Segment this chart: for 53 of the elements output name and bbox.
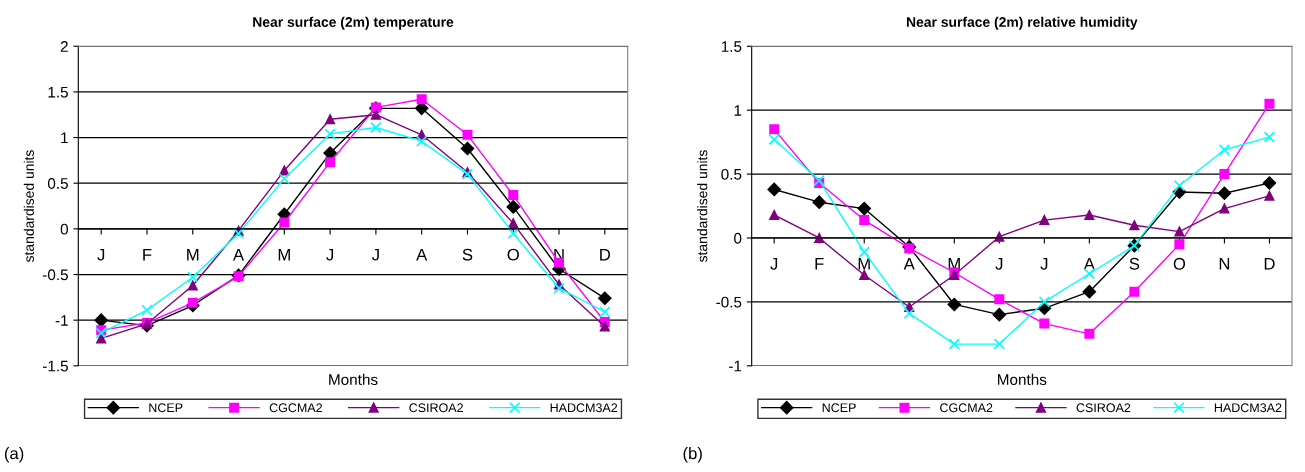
x-tick-label: J — [995, 258, 1003, 270]
x-tick-label: S — [1129, 257, 1140, 270]
x-tick-label: A — [1083, 258, 1095, 270]
x-axis-title: Months — [329, 373, 378, 386]
legend-label: CSIROA2 — [1076, 403, 1131, 413]
x-tick-label: M — [187, 248, 199, 261]
y-tick-label: 1.5 — [721, 41, 742, 52]
legend-label: CSIROA2 — [409, 403, 463, 413]
x-axis-title: Months — [998, 373, 1047, 386]
x-tick-label: M — [948, 258, 960, 270]
x-tick-label: M — [278, 248, 290, 261]
y-tick-label: -0.5 — [42, 269, 68, 281]
y-tick-label: -1 — [55, 315, 68, 326]
legend-label: NCEP — [822, 403, 856, 413]
x-tick-label: O — [1173, 257, 1186, 270]
x-tick-label: D — [1264, 258, 1275, 270]
y-tick-label: 2 — [60, 41, 68, 52]
y-tick-label: 1 — [734, 105, 742, 116]
y-tick-label: 1.5 — [48, 86, 68, 98]
y-tick-label: 0 — [60, 223, 68, 235]
x-tick-label: O — [507, 248, 519, 261]
x-tick-label: F — [815, 258, 824, 270]
x-tick-label: A — [233, 248, 245, 261]
x-tick-label: J — [97, 248, 105, 261]
legend-label: CGCMA2 — [269, 403, 322, 413]
y-tick-label: 0.5 — [47, 178, 68, 189]
y-tick-label: 0 — [734, 232, 742, 244]
chart-title: Near surface (2m) temperature — [253, 16, 454, 30]
x-tick-label: F — [143, 248, 152, 261]
x-tick-label: A — [416, 248, 428, 261]
y-axis-title: standardised units — [697, 150, 708, 262]
x-tick-label: J — [371, 248, 379, 261]
x-tick-label: J — [770, 258, 778, 270]
y-tick-label: -1.5 — [42, 360, 68, 372]
legend-label: HADCM3A2 — [550, 403, 618, 413]
legend-label: HADCM3A2 — [1214, 403, 1282, 413]
y-tick-label: 1 — [61, 132, 68, 144]
y-axis-title: standardised units — [23, 150, 34, 262]
legend-label: NCEP — [149, 403, 183, 413]
y-tick-label: 0.5 — [721, 168, 742, 180]
chart-title: Near surface (2m) relative humidity — [906, 16, 1138, 30]
text: (b) — [683, 447, 702, 463]
x-tick-label: N — [1219, 258, 1230, 270]
x-tick-label: S — [462, 248, 473, 261]
y-tick-label: -1 — [729, 360, 742, 372]
y-tick-label: -0.5 — [716, 296, 742, 308]
x-tick-label: A — [903, 258, 915, 270]
text: (a) — [4, 447, 24, 463]
x-tick-label: M — [858, 258, 870, 270]
x-tick-label: J — [326, 248, 334, 261]
x-tick-label: D — [600, 248, 611, 261]
x-tick-label: J — [1040, 258, 1048, 270]
legend-label: CGCMA2 — [940, 403, 993, 413]
